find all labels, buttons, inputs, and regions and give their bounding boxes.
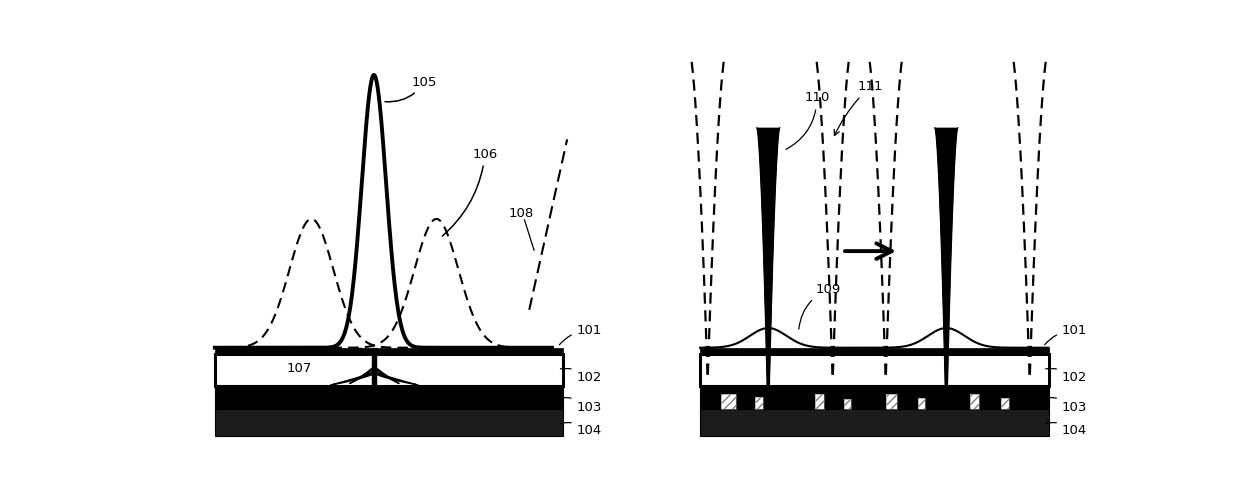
Text: 109: 109 xyxy=(799,283,841,329)
Bar xyxy=(815,394,823,409)
Text: 103: 103 xyxy=(1045,398,1087,414)
Bar xyxy=(1002,398,1008,409)
Polygon shape xyxy=(935,128,957,389)
Text: 105: 105 xyxy=(386,76,438,102)
Text: 102: 102 xyxy=(560,369,601,384)
Bar xyxy=(722,394,735,409)
Text: 101: 101 xyxy=(559,324,601,345)
Bar xyxy=(215,349,563,354)
Text: 111: 111 xyxy=(835,80,883,136)
Bar xyxy=(701,349,1049,354)
Bar xyxy=(918,398,925,409)
Bar xyxy=(215,354,563,386)
Bar xyxy=(885,394,897,409)
Polygon shape xyxy=(756,128,780,389)
Bar xyxy=(755,398,763,409)
Text: 102: 102 xyxy=(1045,369,1087,384)
Text: 106: 106 xyxy=(443,148,497,236)
Text: 110: 110 xyxy=(786,92,830,150)
Text: 104: 104 xyxy=(560,423,601,437)
Bar xyxy=(885,394,897,409)
Bar xyxy=(215,387,563,409)
Bar xyxy=(844,399,851,409)
Bar xyxy=(1002,398,1008,409)
Bar xyxy=(215,385,563,387)
Bar xyxy=(701,409,1049,436)
Text: 107: 107 xyxy=(286,362,312,374)
Bar xyxy=(215,348,563,349)
Bar xyxy=(844,399,851,409)
Bar xyxy=(722,394,735,409)
Bar xyxy=(815,394,823,409)
Text: 103: 103 xyxy=(560,398,601,414)
Bar xyxy=(970,394,980,409)
Bar xyxy=(701,354,1049,386)
Text: 108: 108 xyxy=(508,207,533,220)
Bar xyxy=(970,394,980,409)
Bar xyxy=(918,398,925,409)
Text: 101: 101 xyxy=(1044,324,1087,345)
Bar xyxy=(701,348,1049,349)
Bar xyxy=(701,385,1049,387)
Bar xyxy=(215,409,563,436)
Bar xyxy=(755,398,763,409)
Text: 104: 104 xyxy=(1045,423,1087,437)
Bar xyxy=(701,387,1049,409)
